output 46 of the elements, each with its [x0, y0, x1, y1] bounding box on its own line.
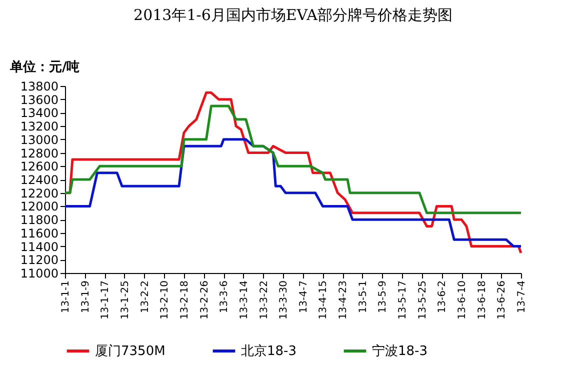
y-tick-label: 11400	[20, 240, 58, 254]
x-tick-label: 13-1-9	[80, 280, 92, 314]
x-tick-label: 13-4-7	[298, 280, 310, 314]
y-tick-label: 11600	[20, 226, 58, 240]
y-tick-label: 12200	[20, 186, 58, 200]
y-tick-label: 13200	[20, 120, 58, 134]
y-tick-label: 13400	[20, 106, 58, 120]
x-tick-label: 13-3-30	[278, 280, 290, 320]
x-tick-label: 13-6-18	[476, 280, 488, 320]
x-tick-label: 13-1-1	[60, 280, 72, 314]
x-tick-label: 13-5-17	[398, 280, 409, 320]
x-tick-label: 13-2-26	[199, 280, 210, 320]
x-tick-label: 13-6-2	[437, 280, 448, 314]
text: 单位：元/吨	[9, 59, 80, 75]
x-tick-label: 13-5-9	[378, 280, 389, 314]
x-tick-label: 13-7-4	[516, 280, 528, 314]
x-tick-label: 13-5-25	[417, 280, 428, 320]
x-tick-label: 13-3-14	[238, 280, 250, 320]
x-tick-label: 13-3-6	[219, 280, 230, 314]
legend-label: 北京18-3	[241, 344, 297, 359]
y-tick-label: 12600	[20, 160, 58, 174]
x-tick-label: 13-6-10	[457, 280, 468, 320]
x-tick-label: 13-2-10	[160, 280, 171, 320]
x-tick-label: 13-1-17	[100, 280, 112, 320]
x-tick-label: 13-6-26	[496, 280, 508, 320]
x-tick-label: 13-2-2	[140, 280, 151, 314]
x-tick-label: 13-1-25	[120, 280, 131, 320]
x-tick-label: 13-2-18	[179, 280, 190, 320]
x-tick-label: 13-3-22	[258, 280, 270, 320]
y-tick-label: 11200	[20, 253, 58, 268]
x-tick-label: 13-4-15	[318, 280, 330, 320]
y-tick-label: 13800	[20, 80, 58, 94]
y-tick-label: 12000	[20, 200, 58, 214]
y-tick-label: 13000	[20, 132, 58, 147]
y-tick-label: 13600	[20, 92, 58, 107]
x-tick-label: 13-5-1	[358, 280, 369, 314]
y-tick-label: 12800	[20, 146, 58, 160]
x-tick-label: 13-4-23	[338, 280, 350, 320]
chart-title: 2013年1-6月国内市场EVA部分牌号价格走势图	[134, 6, 452, 24]
y-tick-label: 12400	[20, 173, 58, 187]
legend-label: 厦门7350M	[95, 343, 166, 359]
line-series	[64, 138, 522, 248]
y-tick-label: 11000	[20, 266, 58, 280]
legend-label: 宁波18-3	[372, 343, 428, 359]
line-series	[64, 104, 522, 214]
y-tick-label: 11800	[20, 213, 58, 228]
